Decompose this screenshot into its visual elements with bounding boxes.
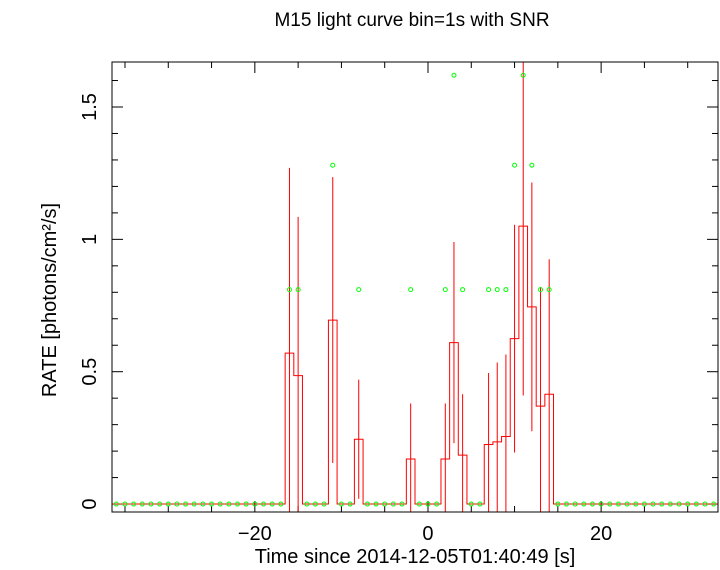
chart-title: M15 light curve bin=1s with SNR [274, 10, 549, 31]
snr-marker [451, 72, 457, 78]
snr-marker [165, 501, 171, 507]
snr-marker [139, 501, 145, 507]
snr-marker [235, 501, 241, 507]
plot-frame [111, 61, 719, 513]
x-axis-label: Time since 2014-12-05T01:40:49 [s] [255, 546, 576, 568]
snr-marker [338, 501, 344, 507]
snr-marker [520, 72, 526, 78]
snr-marker [494, 287, 500, 293]
snr-marker [243, 501, 249, 507]
snr-marker [615, 501, 621, 507]
snr-marker [312, 501, 318, 507]
snr-marker [356, 287, 362, 293]
snr-marker [122, 501, 128, 507]
snr-marker [650, 501, 656, 507]
snr-marker [226, 501, 232, 507]
plot-area: −20 0 20 0 0.5 1 1.5 [79, 62, 718, 545]
snr-marker [633, 501, 639, 507]
snr-marker [503, 287, 509, 293]
snr-marker [113, 501, 119, 507]
snr-marker [512, 162, 518, 168]
snr-marker [538, 287, 544, 293]
snr-marker [269, 501, 275, 507]
snr-marker [183, 501, 189, 507]
snr-marker [304, 501, 310, 507]
snr-marker [390, 501, 396, 507]
snr-marker [555, 501, 561, 507]
snr-marker [399, 501, 405, 507]
snr-marker [373, 501, 379, 507]
snr-marker [546, 287, 552, 293]
snr-marker [460, 287, 466, 293]
snr-marker [667, 501, 673, 507]
snr-marker [589, 501, 595, 507]
snr-marker [295, 287, 301, 293]
snr-marker [564, 501, 569, 507]
snr-marker [624, 501, 630, 507]
snr-marker [685, 501, 691, 507]
snr-marker [261, 501, 266, 507]
snr-marker [598, 501, 604, 507]
snr-marker [191, 501, 197, 507]
snr-marker [425, 501, 431, 507]
snr-marker [416, 501, 422, 507]
snr-marker [321, 501, 327, 507]
snr-marker [174, 501, 180, 507]
snr-marker [486, 287, 492, 293]
snr-marker [693, 501, 699, 507]
y-tick-label: 0 [79, 498, 101, 509]
snr-marker [434, 501, 440, 507]
snr-marker [286, 287, 292, 293]
snr-marker [209, 501, 215, 507]
snr-marker [702, 501, 708, 507]
snr-marker [200, 501, 206, 507]
snr-marker [442, 287, 448, 293]
snr-marker [676, 501, 682, 507]
snr-marker [529, 162, 535, 168]
snr-marker [382, 501, 388, 507]
y-tick-label: 1 [79, 234, 101, 245]
snr-marker [217, 501, 223, 507]
snr-marker [581, 501, 587, 507]
x-tick-label: 0 [422, 523, 433, 545]
snr-marker [641, 501, 647, 507]
snr-marker [607, 501, 613, 507]
snr-marker [131, 501, 137, 507]
rate-step-line [112, 225, 718, 505]
snr-marker [477, 501, 483, 507]
snr-marker [468, 501, 474, 507]
x-tick-label: 20 [590, 523, 612, 545]
snr-marker [408, 287, 414, 293]
snr-marker [278, 501, 284, 507]
snr-marker [711, 501, 717, 507]
y-tick-label: 0.5 [79, 358, 101, 386]
snr-marker [157, 501, 163, 507]
x-tick-label: −20 [238, 523, 272, 545]
snr-marker [252, 501, 258, 507]
snr-marker [148, 501, 154, 507]
snr-marker [347, 501, 353, 507]
snr-marker [572, 501, 578, 507]
snr-marker [364, 501, 370, 507]
y-axis-label: RATE [photons/cm²/s] [39, 203, 61, 397]
snr-marker [659, 501, 665, 507]
snr-marker [330, 162, 336, 168]
y-tick-label: 1.5 [79, 93, 101, 121]
